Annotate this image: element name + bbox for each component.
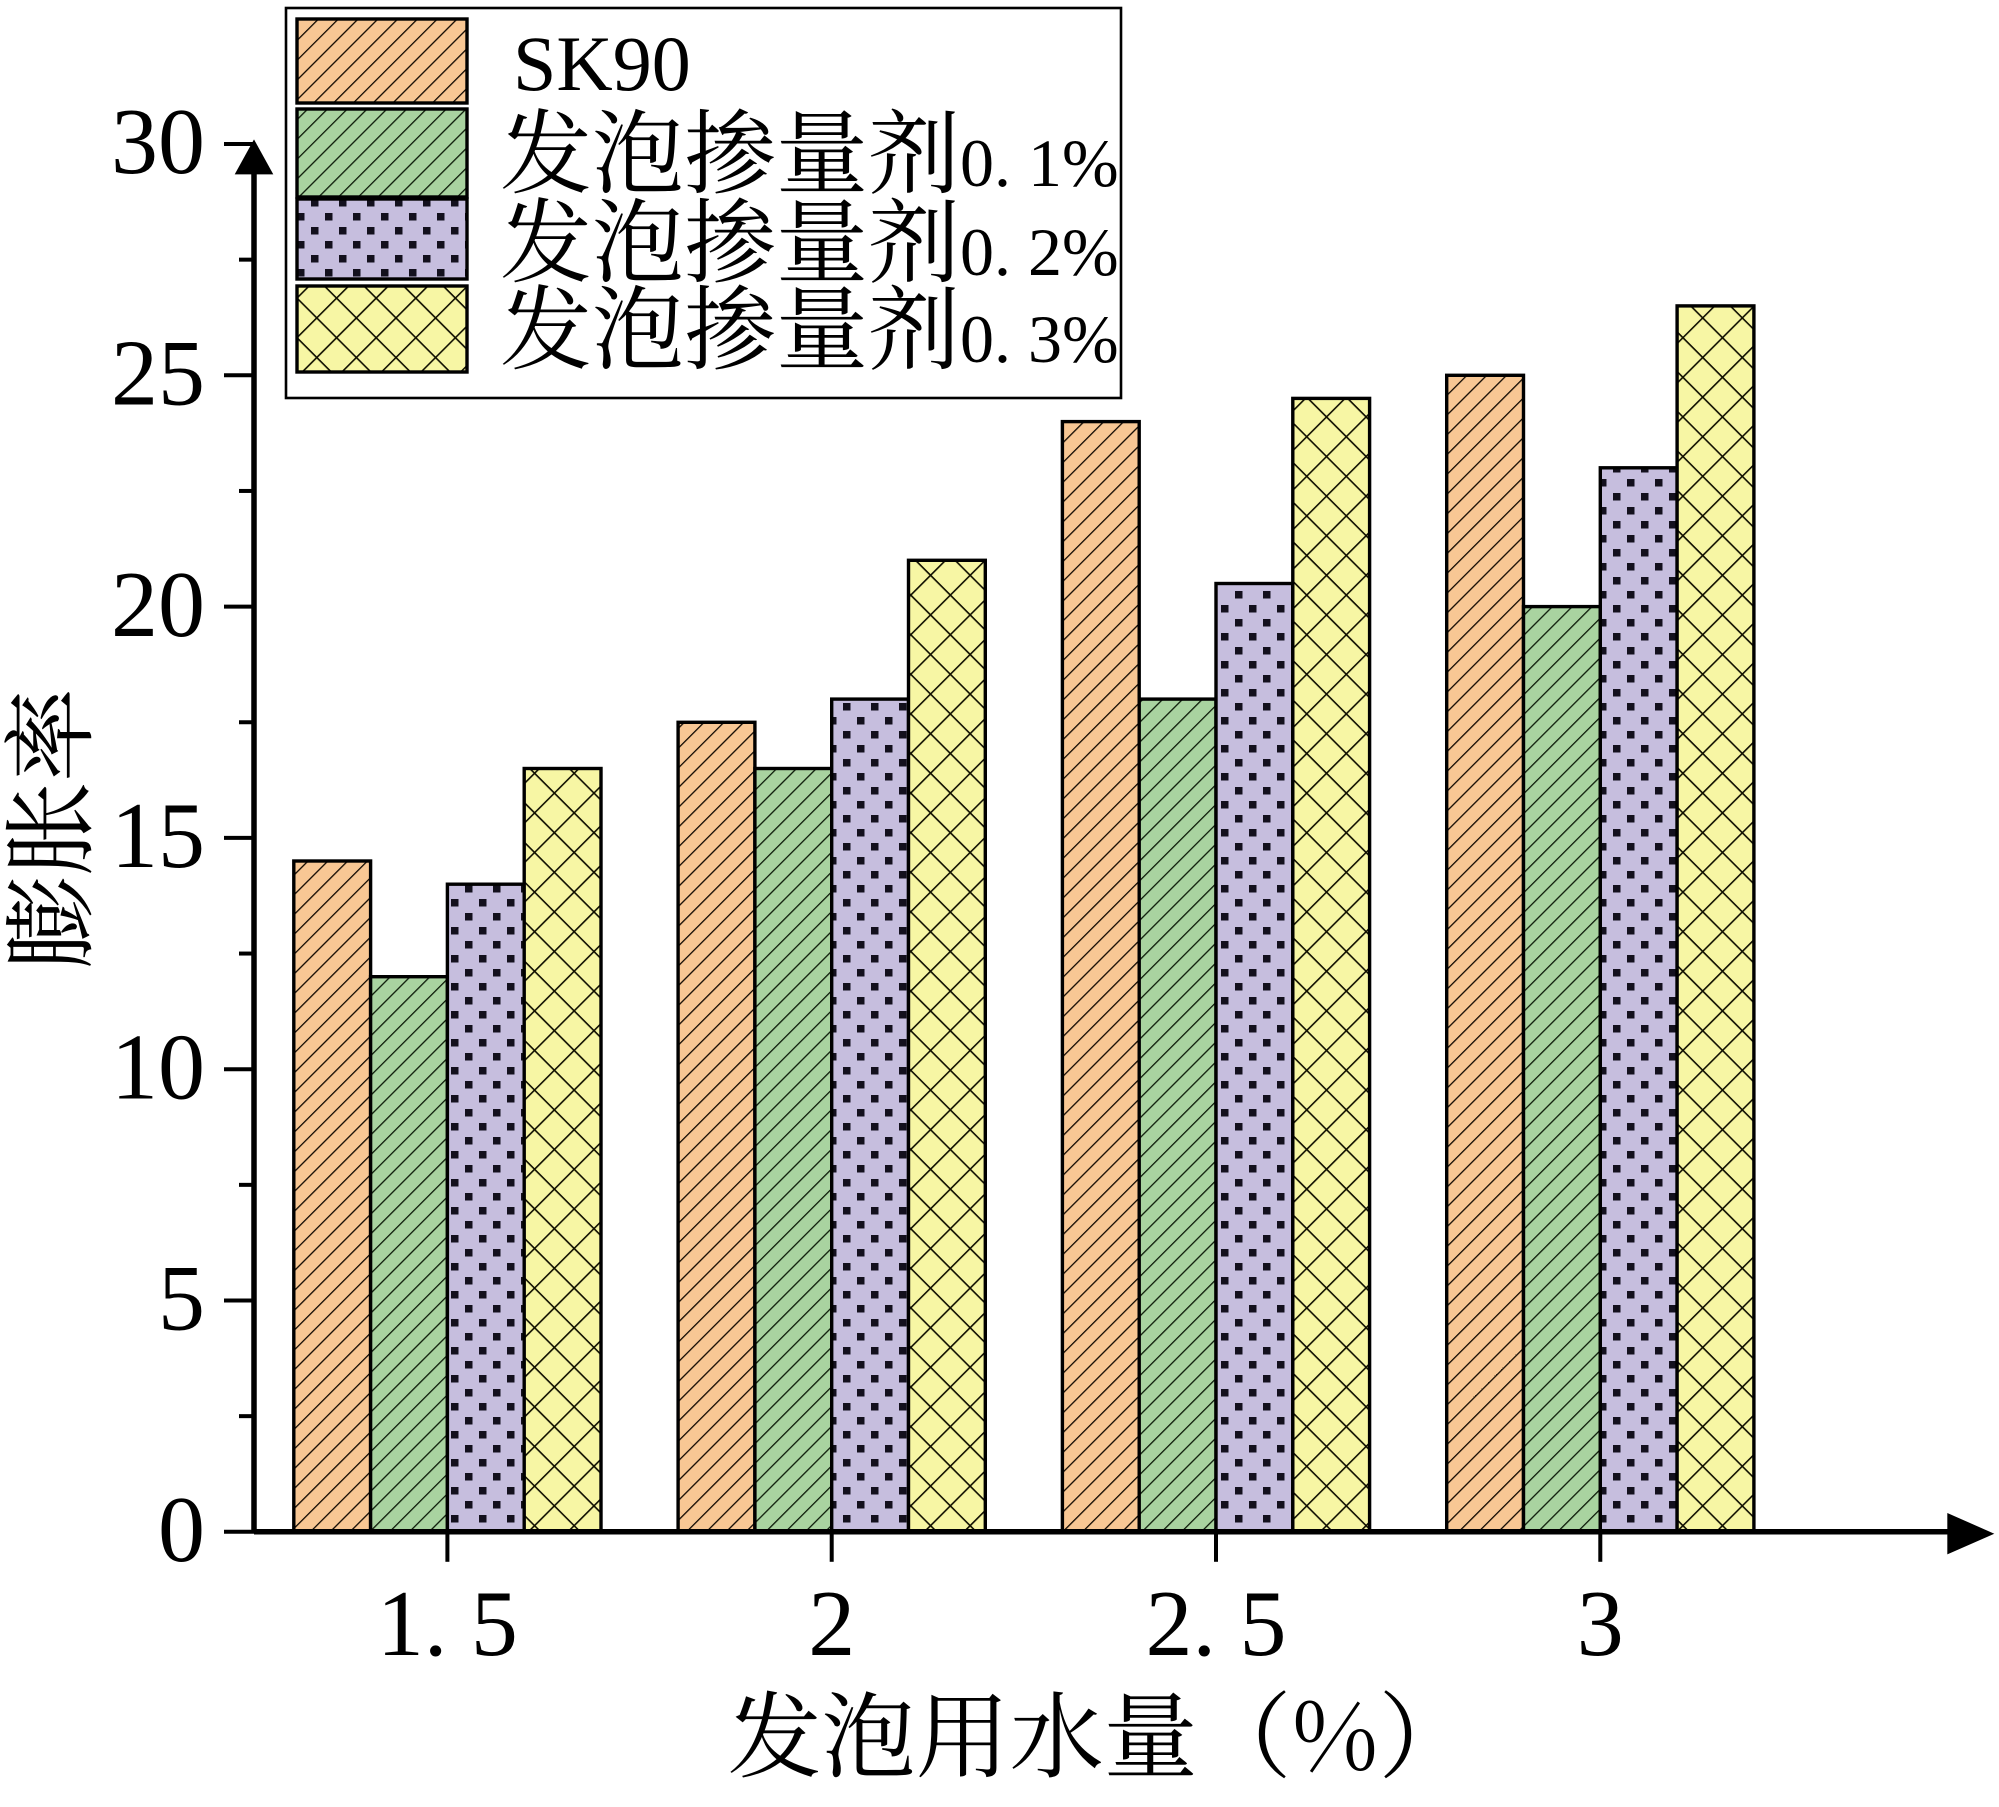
svg-text:10: 10 (111, 1015, 205, 1119)
svg-text:3: 3 (1577, 1572, 1624, 1676)
svg-text:2: 2 (808, 1572, 855, 1676)
svg-text:25: 25 (111, 322, 205, 426)
svg-text:膨胀率: 膨胀率 (0, 688, 111, 970)
svg-text:20: 20 (111, 553, 205, 657)
svg-text:发泡用水量（%）: 发泡用水量（%） (728, 1662, 1473, 1797)
svg-text:15: 15 (111, 784, 205, 888)
svg-text:0: 0 (158, 1478, 205, 1582)
svg-text:2. 5: 2. 5 (1146, 1572, 1287, 1676)
svg-text:1. 5: 1. 5 (377, 1572, 518, 1676)
svg-text:30: 30 (111, 90, 205, 194)
svg-text:5: 5 (158, 1247, 205, 1351)
